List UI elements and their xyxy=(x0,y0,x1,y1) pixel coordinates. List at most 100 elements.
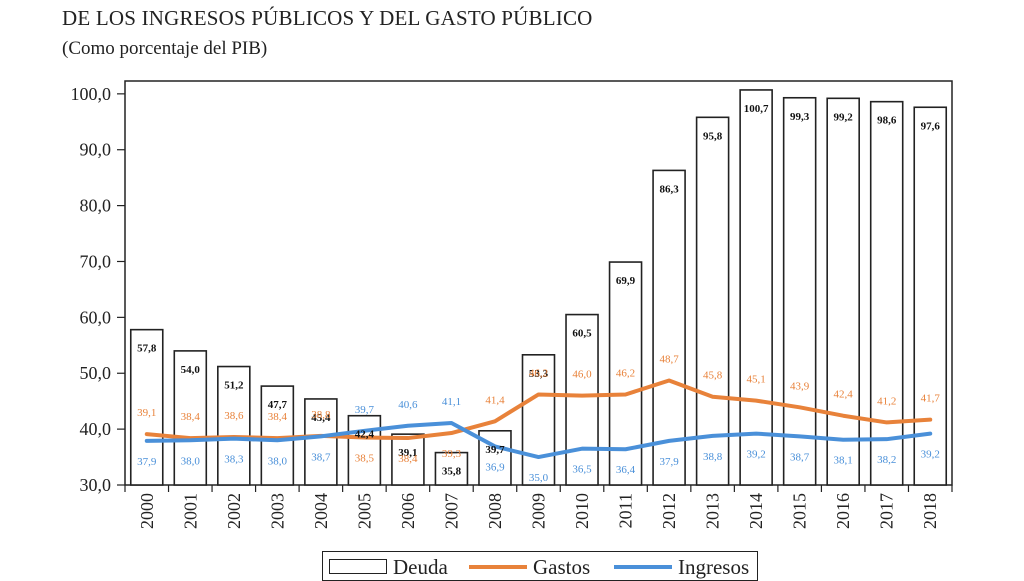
data-label-ingresos: 38,0 xyxy=(268,455,288,467)
y-tick-label: 80,0 xyxy=(80,196,112,216)
y-tick-label: 60,0 xyxy=(80,307,112,327)
y-tick-label: 40,0 xyxy=(80,419,112,439)
line-gastos xyxy=(144,378,933,441)
data-label-ingresos: 37,9 xyxy=(137,456,157,468)
data-label-ingresos: 38,0 xyxy=(181,455,201,467)
data-label-gastos: 41,2 xyxy=(877,395,896,407)
data-label-ingresos: 36,4 xyxy=(616,464,636,476)
data-label-gastos: 38,6 xyxy=(224,410,244,422)
data-label-gastos: 43,9 xyxy=(790,380,810,392)
data-label-deuda: 99,3 xyxy=(790,111,810,123)
y-tick-label: 30,0 xyxy=(80,475,112,495)
data-label-deuda: 95,8 xyxy=(703,130,723,142)
data-label-ingresos: 38,7 xyxy=(311,451,331,463)
data-label-deuda: 35,8 xyxy=(442,466,462,478)
chart-legend: Deuda Gastos Ingresos xyxy=(322,551,758,581)
x-tick-label: 2008 xyxy=(485,493,505,529)
x-tick-label: 2018 xyxy=(920,493,940,529)
data-label-deuda: 60,5 xyxy=(572,328,592,340)
data-label-ingresos: 38,2 xyxy=(877,454,896,466)
y-tick-label: 100,0 xyxy=(71,84,112,104)
data-label-gastos: 41,7 xyxy=(921,393,941,405)
data-label-deuda: 54,0 xyxy=(181,364,201,376)
data-label-deuda: 42,4 xyxy=(355,429,375,441)
data-label-gastos: 38,4 xyxy=(398,453,418,465)
legend-swatch-deuda xyxy=(329,559,387,574)
data-label-deuda: 98,6 xyxy=(877,115,897,127)
data-label-deuda: 99,2 xyxy=(834,111,854,123)
legend-label-gastos: Gastos xyxy=(533,555,591,579)
bar-deuda xyxy=(869,100,904,486)
bar-deuda xyxy=(826,97,860,486)
x-tick-label: 2009 xyxy=(529,493,549,529)
bar-deuda xyxy=(129,328,164,486)
x-tick-label: 2017 xyxy=(877,493,897,529)
legend-label-ingresos: Ingresos xyxy=(678,555,750,579)
x-tick-label: 2001 xyxy=(180,493,200,529)
data-label-ingresos: 39,7 xyxy=(355,404,375,416)
bar-deuda xyxy=(652,169,686,486)
bar-deuda xyxy=(434,451,469,486)
data-label-gastos: 41,4 xyxy=(485,394,505,406)
bar-deuda xyxy=(521,354,556,486)
data-label-gastos: 46,0 xyxy=(572,369,592,381)
x-tick-label: 2013 xyxy=(703,493,723,529)
x-tick-label: 2000 xyxy=(137,493,157,529)
data-label-ingresos: 36,9 xyxy=(485,461,505,473)
y-tick-label: 90,0 xyxy=(80,140,112,160)
data-label-deuda: 53,3 xyxy=(529,368,549,380)
data-label-ingresos: 38,1 xyxy=(834,455,853,467)
data-label-gastos: 46,2 xyxy=(529,367,548,379)
data-label-deuda: 86,3 xyxy=(659,183,679,195)
data-label-ingresos: 39,2 xyxy=(921,449,940,461)
data-label-ingresos: 39,2 xyxy=(747,449,766,461)
legend-label-deuda: Deuda xyxy=(393,555,448,579)
data-label-deuda: 51,2 xyxy=(224,380,244,392)
data-label-ingresos: 38,8 xyxy=(703,451,723,463)
data-label-deuda: 47,7 xyxy=(268,399,288,411)
data-label-ingresos: 38,3 xyxy=(224,454,244,466)
data-label-gastos: 45,1 xyxy=(747,374,766,386)
data-label-deuda: 69,9 xyxy=(616,275,636,287)
x-tick-label: 2005 xyxy=(354,493,374,529)
data-label-gastos: 46,2 xyxy=(616,367,635,379)
data-label-ingresos: 40,6 xyxy=(398,399,418,411)
legend-swatch-gastos xyxy=(469,565,527,569)
bar-deuda xyxy=(782,96,817,486)
bar-deuda xyxy=(304,398,338,486)
x-tick-label: 2016 xyxy=(833,493,853,529)
data-label-ingresos: 35,0 xyxy=(529,472,549,484)
y-tick-label: 50,0 xyxy=(80,363,112,383)
chart-title: DE LOS INGRESOS PÚBLICOS Y DEL GASTO PÚB… xyxy=(62,6,593,30)
data-label-ingresos: 37,9 xyxy=(659,456,679,468)
x-tick-label: 2004 xyxy=(311,493,331,529)
data-label-deuda: 57,8 xyxy=(137,343,157,355)
y-tick-label: 70,0 xyxy=(80,251,112,271)
data-label-gastos: 42,4 xyxy=(834,389,854,401)
bar-deuda xyxy=(217,365,251,486)
data-label-gastos: 38,4 xyxy=(268,411,288,423)
x-tick-label: 2014 xyxy=(746,493,766,529)
x-tick-label: 2015 xyxy=(790,493,810,529)
data-label-gastos: 38,5 xyxy=(355,453,375,465)
x-tick-label: 2010 xyxy=(572,493,592,529)
line-ingresos xyxy=(144,420,933,460)
data-label-ingresos: 38,7 xyxy=(790,451,810,463)
data-label-gastos: 48,7 xyxy=(659,354,679,366)
bar-deuda xyxy=(913,106,948,486)
x-tick-label: 2012 xyxy=(659,493,679,529)
bar-deuda xyxy=(391,433,425,486)
data-label-deuda: 39,1 xyxy=(398,447,417,459)
data-label-ingresos: 41,1 xyxy=(442,396,461,408)
bar-deuda xyxy=(739,89,773,486)
x-tick-label: 2007 xyxy=(441,493,461,529)
x-tick-label: 2006 xyxy=(398,493,418,529)
bar-deuda xyxy=(695,116,730,486)
data-label-deuda: 97,6 xyxy=(921,120,941,132)
x-tick-label: 2003 xyxy=(267,493,287,529)
bar-deuda xyxy=(347,414,382,486)
bar-deuda xyxy=(173,350,208,486)
data-label-gastos: 38,8 xyxy=(311,409,331,421)
data-label-deuda: 45,4 xyxy=(311,412,331,424)
